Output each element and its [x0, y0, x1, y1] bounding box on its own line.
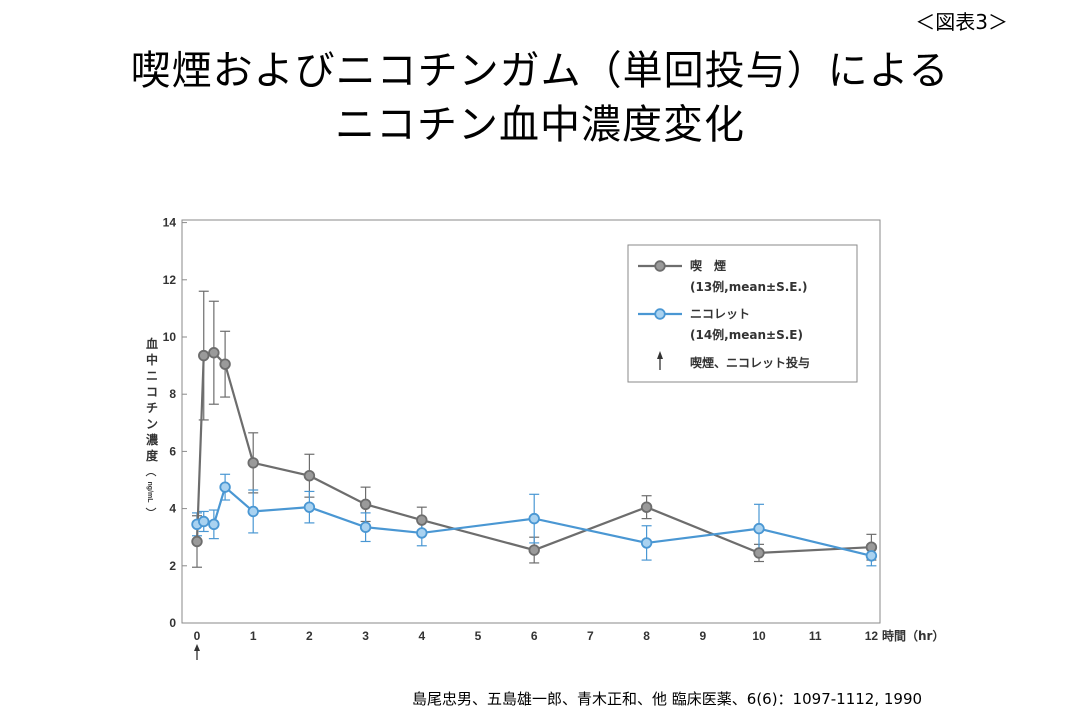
- data-point-0: [753, 547, 765, 559]
- data-point-1: [640, 537, 653, 549]
- y-tick-label: 2: [169, 559, 176, 573]
- x-tick-label: 11: [809, 629, 822, 643]
- x-tick-label: 12: [865, 629, 879, 643]
- x-tick-label: 5: [475, 629, 482, 643]
- legend-note: 喫煙、ニコレット投与: [690, 355, 810, 370]
- y-tick-label: 0: [169, 616, 176, 630]
- data-point-0: [640, 501, 653, 513]
- legend-series-sub: (14例,mean±S.E): [690, 327, 803, 342]
- data-point-1: [303, 501, 316, 513]
- x-tick-label: 1: [250, 629, 257, 643]
- x-tick-label: 0: [194, 629, 201, 643]
- citation: 島尾忠男、五島雄一郎、青木正和、他 臨床医薬、6(6)：1097-1112, 1…: [412, 690, 923, 708]
- y-label-char: チ: [146, 401, 158, 415]
- y-label-unit: ng/mL: [146, 482, 153, 504]
- y-label-paren-open: [145, 473, 157, 477]
- y-tick-label: 10: [163, 330, 177, 344]
- x-tick-label: 10: [752, 629, 766, 643]
- x-tick-label: 8: [643, 629, 650, 643]
- dosing-arrow-head: [194, 644, 200, 651]
- data-point-1: [247, 505, 259, 518]
- legend-arrow-head: [657, 351, 663, 359]
- x-tick-label: 9: [699, 629, 706, 643]
- x-axis-label: 時間（hr）: [882, 628, 944, 643]
- y-label-char: ン: [146, 417, 158, 431]
- y-tick-label: 4: [169, 502, 176, 516]
- data-point-0: [247, 457, 259, 469]
- data-point-1: [753, 522, 765, 535]
- figure-label: ＜図表3＞: [915, 10, 1008, 34]
- title-line-2: ニコチン血中濃度変化: [335, 102, 745, 148]
- legend-series-sub: (13例,mean±S.E.): [690, 279, 808, 294]
- y-label-char: ニ: [146, 369, 158, 383]
- y-label-char: 濃: [146, 432, 159, 447]
- y-label-char: 血: [146, 336, 158, 351]
- legend-series-name: 喫 煙: [690, 258, 726, 273]
- y-label-char: コ: [146, 385, 158, 399]
- y-tick-label: 8: [169, 387, 176, 401]
- legend-series-name: ニコレット: [690, 307, 750, 321]
- series-markers: [191, 347, 878, 562]
- page-title: 喫煙およびニコチンガム（単回投与）による ニコチン血中濃度変化: [0, 44, 1080, 152]
- y-label-paren-close: [145, 507, 157, 511]
- data-point-0: [416, 514, 428, 526]
- legend-swatch-marker: [654, 308, 666, 320]
- data-point-0: [191, 535, 203, 548]
- data-point-0: [528, 544, 540, 556]
- data-point-0: [359, 498, 372, 511]
- data-point-0: [198, 349, 210, 362]
- x-tick-label: 4: [418, 629, 425, 643]
- data-point-1: [416, 527, 428, 539]
- plot-frame: [181, 219, 881, 624]
- data-point-1: [198, 515, 210, 528]
- data-point-0: [208, 347, 220, 359]
- legend-swatch-marker: [654, 260, 666, 272]
- data-point-1: [528, 512, 540, 525]
- x-tick-label: 2: [306, 629, 313, 643]
- y-tick-label: 6: [169, 444, 176, 458]
- x-tick-label: 7: [587, 629, 594, 643]
- data-point-1: [359, 521, 372, 533]
- legend: 喫 煙 (13例,mean±S.E.) ニコレット (14例,mean±S.E) 喫煙、…: [627, 244, 858, 383]
- data-point-1: [219, 481, 231, 493]
- y-label-char: 度: [146, 448, 159, 463]
- data-point-0: [303, 470, 316, 482]
- data-point-1: [865, 550, 878, 562]
- title-line-1: 喫煙およびニコチンガム（単回投与）による: [130, 48, 950, 94]
- data-point-0: [219, 358, 231, 370]
- x-tick-label: 6: [531, 629, 538, 643]
- y-tick-label: 12: [163, 273, 177, 287]
- x-tick-label: 3: [362, 629, 369, 643]
- data-point-1: [208, 518, 220, 531]
- y-tick-label: 14: [163, 216, 177, 230]
- y-label-char: 中: [146, 352, 158, 367]
